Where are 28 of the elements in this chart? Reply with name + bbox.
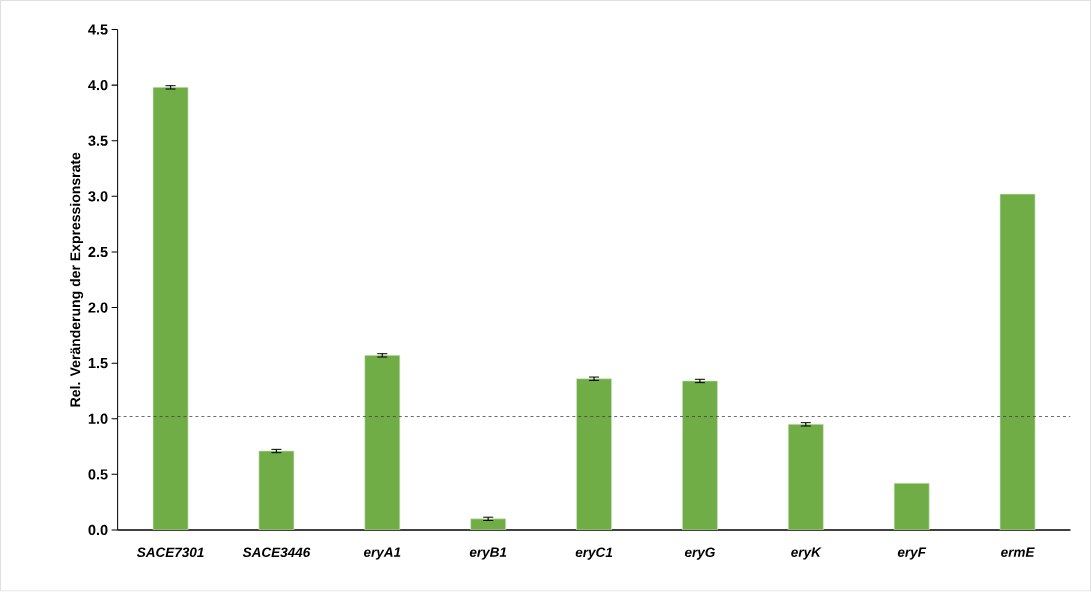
bar xyxy=(258,450,295,531)
x-tick-label: SACE3446 xyxy=(242,547,311,558)
bar xyxy=(364,355,401,531)
y-tick-label: 4.0 xyxy=(88,80,108,91)
y-tick-label: 3.0 xyxy=(88,191,108,202)
y-tick-label: 1.5 xyxy=(88,358,108,369)
y-tick-label: 2.5 xyxy=(88,247,108,258)
bar xyxy=(576,378,612,531)
x-tick-label: eryA1 xyxy=(363,547,401,560)
x-tick-label: SACE7301 xyxy=(136,547,204,558)
x-tick-label: eryK xyxy=(791,547,822,560)
bar xyxy=(682,380,718,531)
y-tick-label: 0.5 xyxy=(88,469,108,480)
x-tick-label: eryF xyxy=(897,547,927,560)
x-tick-label: eryG xyxy=(684,547,715,560)
bar xyxy=(152,87,189,531)
x-tick-label: eryB1 xyxy=(469,547,507,560)
y-tick-label: 2.0 xyxy=(88,302,108,313)
y-axis-title: Rel. Veränderung der Expressionsrate xyxy=(69,152,84,407)
x-tick-label: eryC1 xyxy=(575,547,613,560)
y-tick-label: 0.0 xyxy=(88,525,108,536)
y-tick-label: 1.0 xyxy=(88,413,108,425)
bar xyxy=(893,483,930,531)
y-tick-label: 3.5 xyxy=(88,135,108,147)
bar xyxy=(999,194,1036,531)
y-tick-label: 4.5 xyxy=(88,24,108,35)
x-tick-label: ermE xyxy=(1001,547,1035,558)
bar xyxy=(787,424,824,531)
